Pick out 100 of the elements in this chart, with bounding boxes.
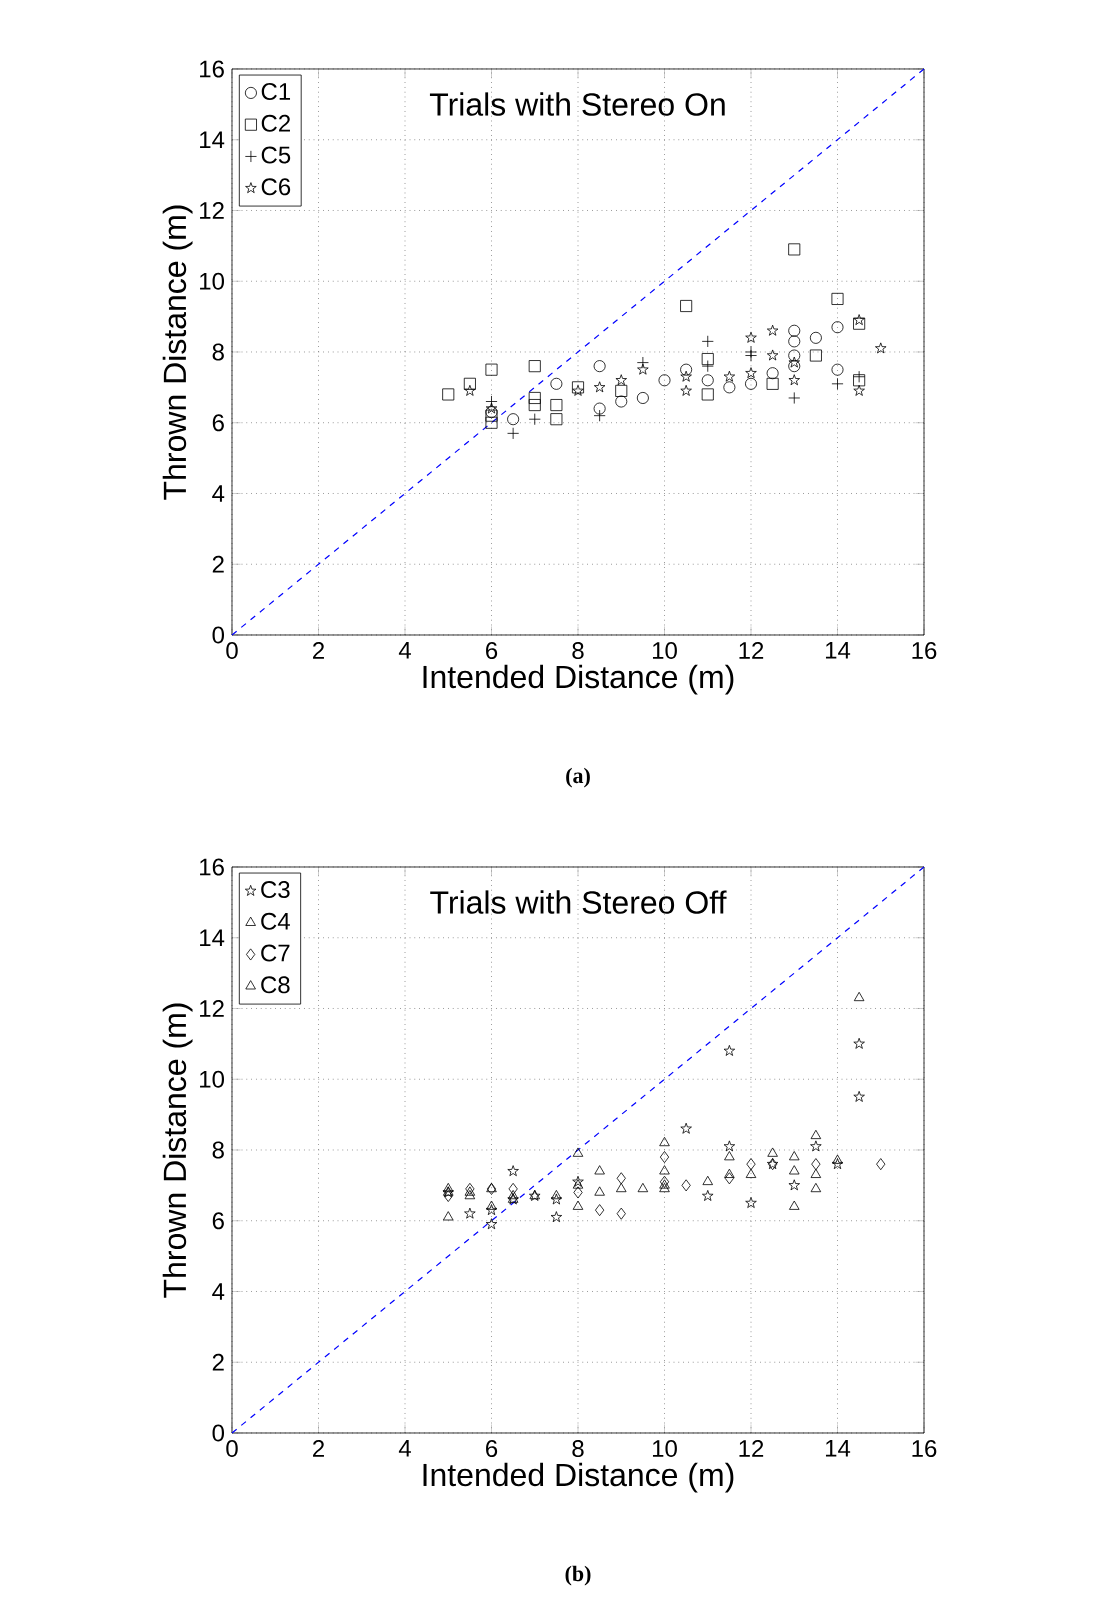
x-tick-label: 4	[398, 642, 411, 659]
point	[831, 1158, 844, 1170]
x-tick-label: 6	[486, 1440, 498, 1458]
point	[594, 1165, 605, 1175]
point	[702, 1175, 714, 1186]
point	[832, 1154, 843, 1164]
legend-label: C6	[261, 178, 291, 196]
y-axis-title: Thrown Distance (m)	[162, 1003, 193, 1298]
point	[788, 360, 801, 373]
point	[745, 1197, 757, 1208]
point	[485, 402, 498, 414]
x-tick-label: 8	[572, 1440, 584, 1458]
x-tick-label: 8	[572, 642, 584, 660]
point	[615, 384, 628, 397]
point	[680, 370, 692, 382]
point	[723, 381, 736, 394]
point	[659, 1151, 670, 1164]
point	[464, 1186, 476, 1196]
point	[788, 335, 801, 348]
x-tick-label: 14	[825, 642, 851, 659]
point	[636, 391, 649, 404]
point	[766, 1158, 779, 1170]
x-tick-label: 0	[226, 642, 238, 660]
point	[464, 384, 476, 396]
point	[464, 1207, 476, 1219]
y-tick-label: 16	[200, 858, 224, 876]
point	[876, 1158, 886, 1171]
point	[572, 1200, 584, 1210]
point	[853, 317, 866, 330]
point	[443, 1189, 453, 1202]
point	[485, 363, 498, 376]
point	[767, 1147, 778, 1157]
point	[745, 1168, 757, 1178]
point	[528, 399, 541, 412]
point	[789, 1151, 800, 1161]
point	[463, 377, 476, 390]
x-tick-label: 2	[313, 1440, 324, 1457]
text: Trials with Stereo On	[429, 92, 725, 116]
point	[595, 1204, 605, 1217]
point	[594, 1186, 605, 1196]
y-tick-label: 4	[212, 485, 225, 502]
y-tick-label: 14	[200, 131, 225, 148]
point	[593, 381, 606, 393]
point	[810, 1182, 822, 1193]
point	[593, 360, 606, 373]
point	[550, 399, 563, 412]
point	[724, 1172, 734, 1185]
point	[810, 1129, 822, 1140]
x-tick-label: 6	[486, 642, 498, 660]
point	[746, 1158, 756, 1171]
point	[788, 374, 800, 386]
point	[766, 349, 779, 361]
point	[831, 321, 844, 334]
y-tick-label: 12	[200, 1000, 224, 1017]
legend-label: C7	[261, 944, 290, 962]
point	[788, 243, 801, 256]
text: Trials with Stereo Off	[430, 890, 727, 914]
point	[831, 292, 844, 305]
point	[659, 1182, 670, 1193]
x-axis-title: Intended Distance (m)	[423, 1462, 734, 1493]
x-tick-label: 2	[313, 642, 324, 659]
y-tick-label: 0	[212, 1424, 225, 1442]
point	[766, 377, 779, 390]
point	[831, 363, 844, 376]
point	[853, 991, 865, 1002]
point	[507, 1165, 519, 1177]
y-tick-label: 12	[200, 202, 224, 219]
point	[637, 363, 649, 375]
legend-label: C3	[261, 881, 290, 899]
point	[745, 367, 757, 379]
point	[701, 388, 714, 401]
point	[701, 374, 714, 387]
point	[789, 1165, 800, 1175]
point	[810, 1140, 822, 1152]
y-tick-label: 2	[212, 555, 224, 573]
y-tick-label: 14	[200, 929, 225, 946]
y-tick-label: 2	[212, 1353, 224, 1371]
y-tick-label: 6	[212, 1212, 224, 1230]
point	[788, 324, 801, 337]
point	[766, 367, 779, 380]
point	[724, 1168, 735, 1178]
point	[465, 1182, 475, 1195]
point	[788, 1179, 800, 1191]
point	[680, 1122, 692, 1134]
point	[766, 324, 779, 336]
point	[528, 360, 541, 373]
point	[615, 374, 627, 386]
point	[723, 370, 736, 382]
point	[788, 349, 801, 362]
point	[875, 342, 887, 354]
point	[810, 1168, 822, 1178]
point	[615, 395, 628, 408]
point	[507, 413, 520, 426]
point	[464, 1189, 476, 1200]
y-tick-label: 4	[212, 1283, 225, 1300]
point	[659, 1165, 670, 1175]
y-tick-label: 10	[200, 1070, 225, 1088]
point	[616, 1172, 626, 1185]
point	[659, 1175, 670, 1188]
x-tick-label: 14	[825, 1440, 851, 1457]
